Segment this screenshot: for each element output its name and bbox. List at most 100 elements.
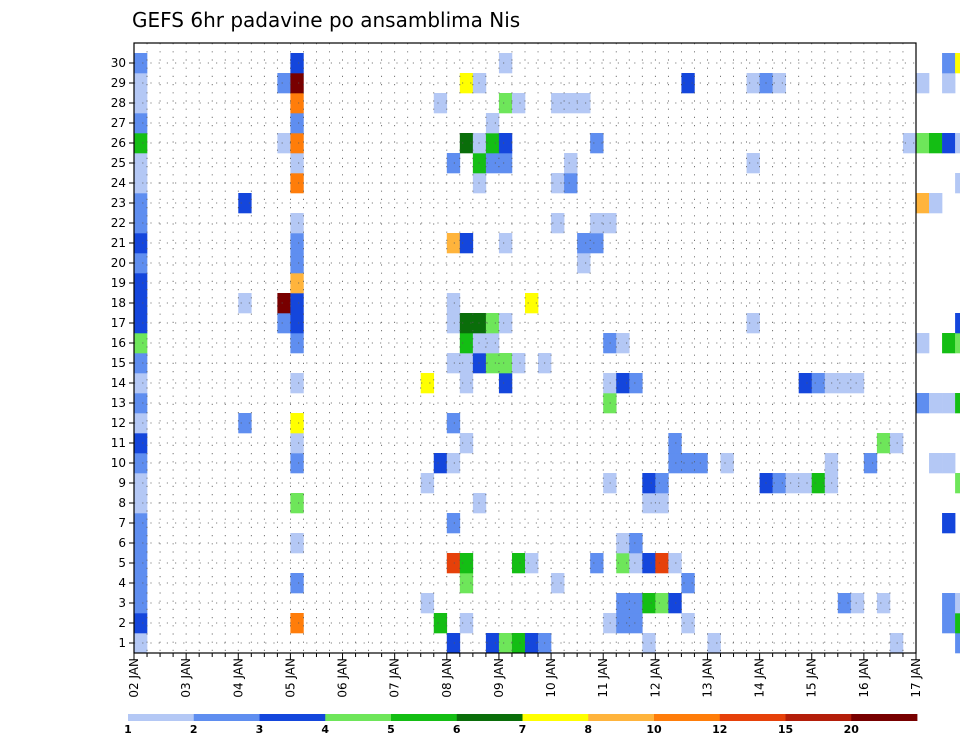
cell-m14-t52 [811, 373, 826, 394]
cell-m1-t58 [889, 633, 904, 654]
y-tick-label-23: 23 [111, 196, 126, 210]
cell-m4-t32 [551, 573, 565, 594]
cell-m18-t11 [277, 293, 291, 314]
cell-m12-t8 [238, 413, 252, 434]
cell-m28-t28 [498, 93, 513, 114]
cell-m20-t12 [290, 253, 304, 274]
cell-m24-t32 [551, 173, 565, 194]
y-tick-label-16: 16 [111, 336, 126, 350]
cell-m23-t60 [916, 193, 930, 214]
y-tick-label-11: 11 [111, 436, 126, 450]
cell-m29-t0 [134, 73, 148, 94]
legend-swatch-9 [654, 714, 721, 721]
y-tick-label-4: 4 [118, 576, 126, 590]
cell-m5-t29 [511, 553, 526, 574]
cell-m29-t62 [942, 73, 956, 94]
cell-m11-t58 [889, 433, 904, 454]
cell-m3-t40 [655, 593, 669, 614]
cell-m16-t0 [134, 333, 148, 354]
cell-m12-t12 [290, 413, 304, 434]
data-cells [134, 53, 960, 654]
cell-m3-t54 [837, 593, 852, 614]
cell-m27-t12 [290, 113, 304, 134]
legend-swatch-4 [325, 714, 392, 721]
cell-m10-t42 [681, 453, 695, 474]
x-tick-label-11: 13 JAN [700, 658, 714, 698]
cell-m7-t62 [942, 513, 956, 534]
y-tick-label-18: 18 [111, 296, 126, 310]
cell-m13-t63 [955, 393, 960, 414]
cell-m30-t12 [290, 53, 304, 74]
cell-m14-t51 [798, 373, 813, 394]
cell-m23-t61 [929, 193, 943, 214]
cell-m7-t24 [446, 513, 461, 534]
cell-m28-t12 [290, 93, 304, 114]
cell-m17-t28 [498, 313, 513, 334]
cell-m28-t23 [433, 93, 448, 114]
cell-m22-t12 [290, 213, 304, 234]
y-tick-label-10: 10 [111, 456, 126, 470]
x-tick-label-0: 02 JAN [127, 658, 141, 698]
y-tick-label-8: 8 [118, 496, 126, 510]
cell-m13-t61 [929, 393, 943, 414]
cell-m12-t0 [134, 413, 148, 434]
cell-m2-t37 [616, 613, 630, 634]
cell-m28-t0 [134, 93, 148, 114]
cell-m24-t0 [134, 173, 148, 194]
cell-m10-t43 [694, 453, 708, 474]
legend-label-3: 3 [256, 723, 264, 736]
cell-m3-t63 [955, 593, 960, 614]
y-tick-label-29: 29 [111, 76, 126, 90]
cell-m18-t30 [525, 293, 539, 314]
cell-m16-t37 [616, 333, 630, 354]
cell-m13-t60 [916, 393, 930, 414]
y-tick-label-2: 2 [118, 616, 126, 630]
cell-m1-t39 [642, 633, 656, 654]
cell-m28-t34 [577, 93, 591, 114]
cell-m10-t61 [929, 453, 943, 474]
cell-m17-t12 [290, 313, 304, 334]
cell-m1-t29 [511, 633, 526, 654]
y-axis-ticks: 1234567891011121314151617181920212223242… [111, 56, 134, 650]
cell-m10-t45 [720, 453, 734, 474]
cell-m18-t24 [446, 293, 461, 314]
y-tick-label-24: 24 [111, 176, 126, 190]
legend-swatch-7 [522, 714, 589, 721]
x-tick-label-2: 04 JAN [231, 658, 245, 698]
cell-m3-t0 [134, 593, 148, 614]
cell-m2-t38 [629, 613, 643, 634]
cell-m9-t51 [798, 473, 813, 494]
cell-m17-t63 [955, 313, 960, 334]
cell-m30-t0 [134, 53, 148, 74]
cell-m25-t24 [446, 153, 461, 174]
legend-label-2: 2 [190, 723, 198, 736]
cell-m1-t27 [485, 633, 500, 654]
cell-m29-t12 [290, 73, 304, 94]
cell-m15-t29 [511, 353, 526, 374]
legend-label-10: 10 [646, 723, 662, 736]
x-tick-label-8: 10 JAN [544, 658, 558, 698]
cell-m3-t62 [942, 593, 956, 614]
cell-m21-t28 [498, 233, 513, 254]
color-legend: 1 2 3 4 5 6 7 8 10 12 15 20 [124, 714, 918, 736]
cell-m14-t55 [850, 373, 865, 394]
cell-m11-t25 [459, 433, 474, 454]
y-tick-label-12: 12 [111, 416, 126, 430]
cell-m28-t32 [551, 93, 565, 114]
cell-m16-t27 [485, 333, 500, 354]
cell-m9-t0 [134, 473, 148, 494]
cell-m6-t37 [616, 533, 630, 554]
cell-m18-t12 [290, 293, 304, 314]
legend-swatch-8 [588, 714, 655, 721]
x-tick-label-10: 12 JAN [648, 658, 662, 698]
cell-m26-t12 [290, 133, 304, 154]
cell-m25-t0 [134, 153, 148, 174]
legend-label-8: 8 [584, 723, 592, 736]
cell-m9-t22 [420, 473, 435, 494]
legend-label-20: 20 [844, 723, 860, 736]
cell-m12-t24 [446, 413, 461, 434]
cell-m21-t34 [577, 233, 591, 254]
cell-m4-t12 [290, 573, 304, 594]
legend-swatch-12 [851, 714, 918, 721]
